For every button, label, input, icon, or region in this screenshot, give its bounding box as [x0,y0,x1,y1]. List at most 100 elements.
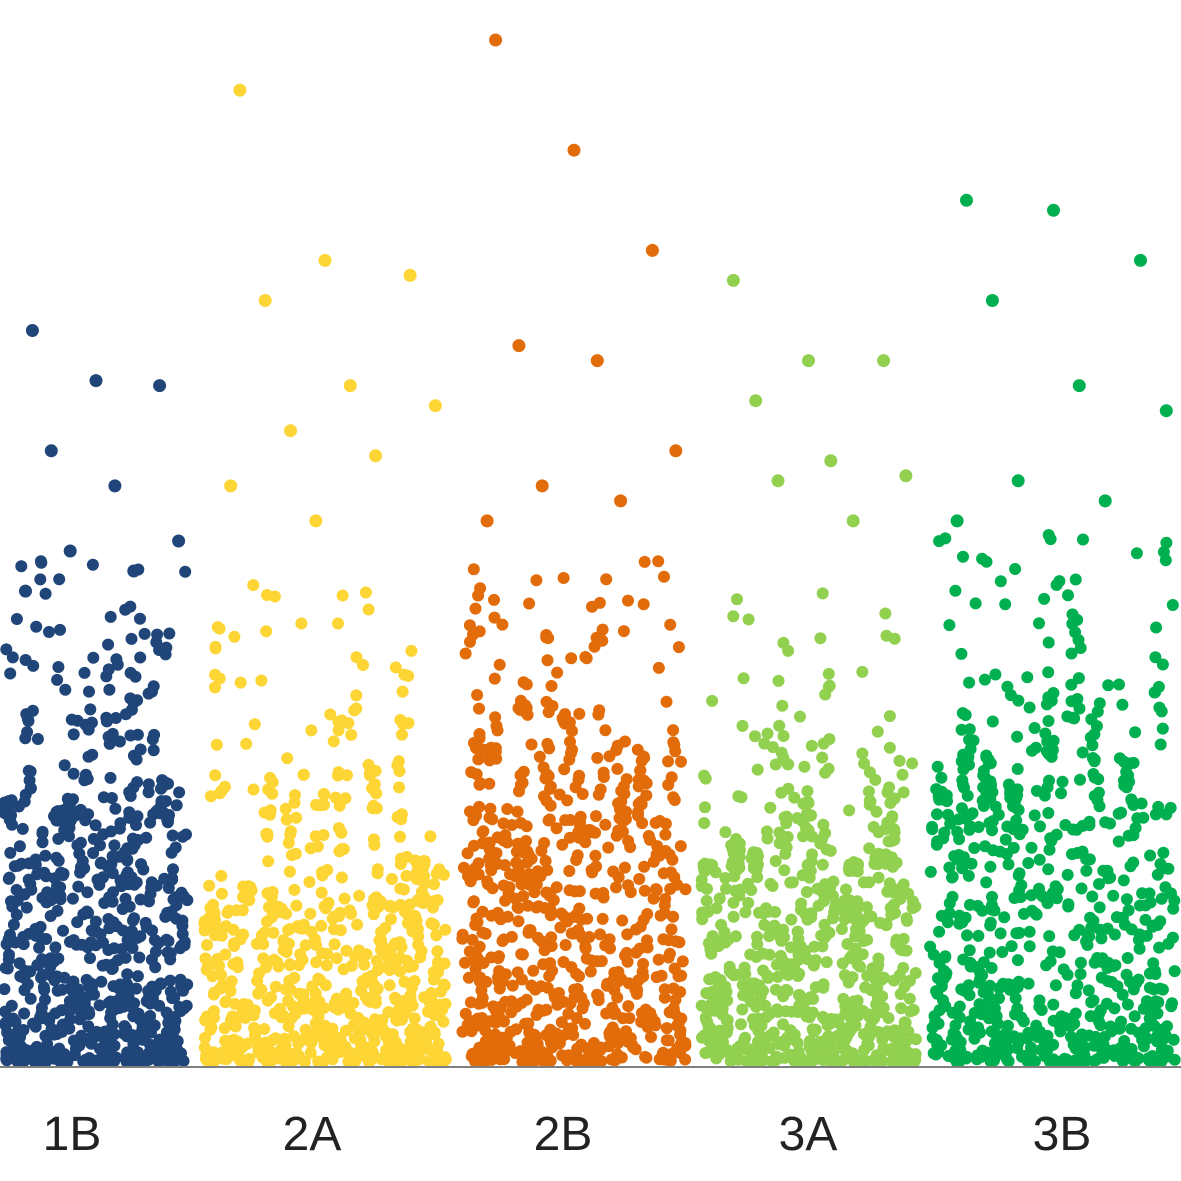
point-2a [411,873,424,886]
point-3b [1022,977,1035,990]
point-3b [1042,863,1055,876]
point-3a [725,839,738,852]
point-2b [512,915,525,928]
point-3b [943,897,956,910]
point-1b [67,728,80,741]
point-1b [173,786,186,799]
point-3b [956,707,969,720]
point-2b [572,826,585,839]
point-2a [259,1036,272,1049]
point-1b [72,880,85,893]
point-2a [353,889,366,902]
point-2a-peak [284,424,297,438]
point-1b [12,1025,25,1037]
point-3a [698,817,711,830]
point-3b [1116,988,1129,1001]
point-3a [699,801,711,814]
point-2a [297,768,310,781]
point-2a [321,947,334,960]
point-1b [116,903,129,915]
point-3a [837,1054,850,1067]
point-3a [893,1045,906,1058]
point-2b [645,1031,657,1043]
point-1b [16,822,29,835]
point-1b [148,728,161,741]
point-3b-peak [1134,253,1147,267]
point-3b [1165,1000,1178,1013]
point-1b [113,822,126,835]
point-3b [980,876,993,889]
point-2b [540,695,553,708]
point-3b [1049,880,1062,893]
point-2a [241,888,254,901]
point-3b [998,911,1011,924]
point-3a [822,680,835,693]
point-2a [286,1000,299,1013]
point-2a [366,782,379,795]
point-3b [1042,807,1055,819]
point-3b [984,860,997,873]
point-3a [860,901,873,914]
point-2b [658,991,671,1004]
point-3a [892,1055,904,1067]
point-1b [82,723,95,736]
point-1b [34,573,47,586]
point-3a [758,737,771,750]
point-2b [675,755,687,768]
point-2a [288,796,301,809]
point-3b [1023,940,1036,953]
point-3b [931,760,944,773]
point-3b-peak [1072,379,1086,393]
point-2a [240,737,253,750]
point-2b [541,654,554,667]
point-1b [96,1047,109,1060]
point-2a [261,589,274,601]
point-2a [322,896,335,909]
point-3b [968,960,981,973]
point-3a [782,782,795,795]
point-3b [1055,787,1067,800]
point-3a [756,1034,769,1047]
point-2b [486,813,499,826]
point-3a [820,956,833,969]
point-2a-peak [318,253,332,267]
point-2a [247,783,260,796]
point-3a [877,1001,890,1014]
point-3a [773,719,786,732]
point-1b [39,587,52,600]
point-3b [924,940,937,953]
point-2a [269,980,282,993]
point-3a [841,938,854,950]
point-1b [0,1054,13,1067]
point-2b [638,884,651,897]
point-1b [133,951,146,964]
point-2b [471,916,484,929]
point-3b [1104,871,1117,884]
point-2b [593,704,606,717]
point-2b [668,794,681,806]
point-2b [674,840,687,853]
point-2a [288,883,301,896]
point-3b [948,850,961,863]
point-2a [366,802,379,815]
point-1b [166,829,179,842]
point-2b [574,810,587,823]
point-3a [870,805,883,818]
point-2a [331,769,344,782]
point-2a [406,999,419,1012]
point-2b [573,885,586,898]
point-2a [375,926,388,939]
point-3a [799,907,812,920]
point-2b [473,702,485,715]
point-3a [794,1002,807,1015]
point-3a [703,973,716,986]
point-1b [147,744,160,757]
tick-label-3A: 3A [779,1108,838,1161]
point-2a [258,1023,271,1035]
point-1b [130,982,143,995]
point-3b [1073,702,1086,715]
point-3b [1088,728,1101,741]
point-1b [147,680,160,693]
point-3a [772,674,785,687]
point-2a [213,622,226,635]
